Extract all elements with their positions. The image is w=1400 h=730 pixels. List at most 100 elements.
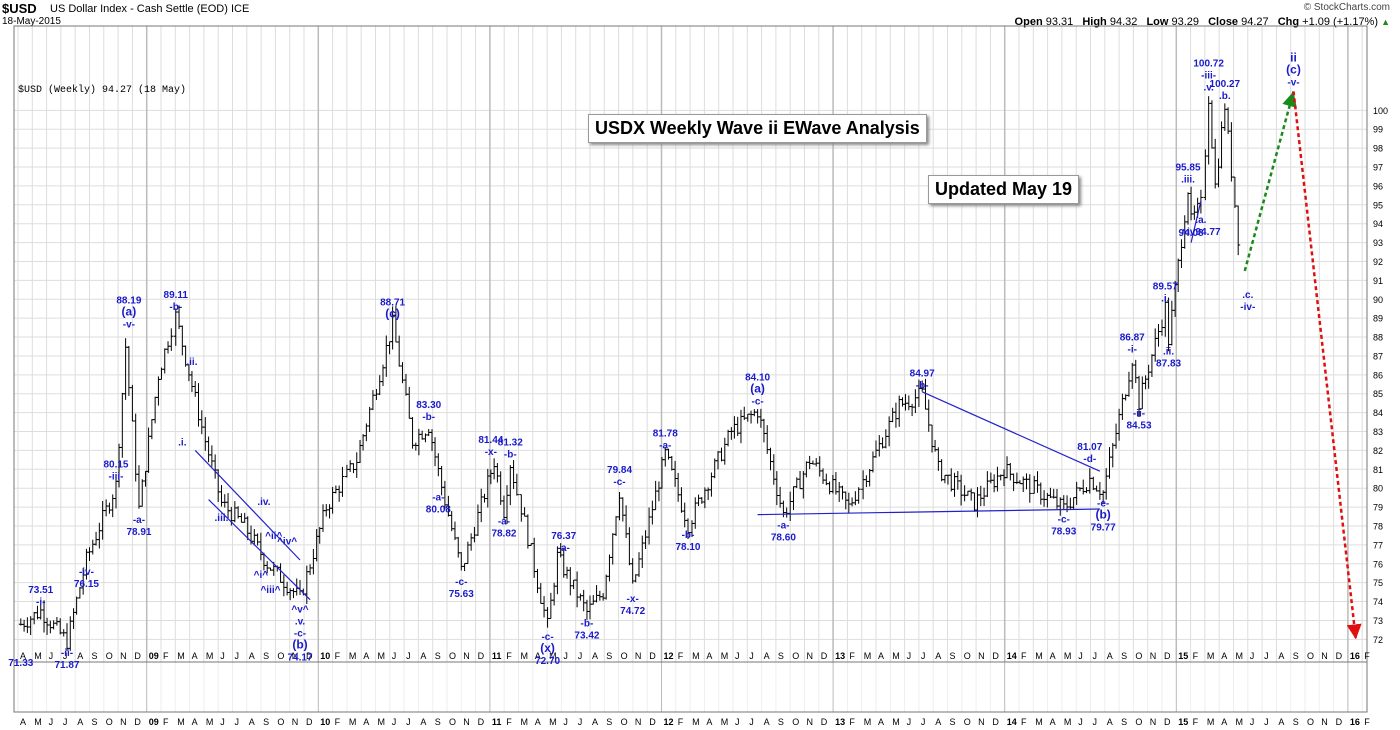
- projection-down-arrow: [1292, 91, 1362, 640]
- wave-label: (c): [1286, 62, 1301, 76]
- wave-label: -a-: [498, 516, 510, 527]
- x-tick-label: A: [878, 717, 884, 727]
- wave-label: -iv-: [1240, 302, 1255, 313]
- wave-label: 78.91: [126, 527, 151, 538]
- x-tick-label: O: [621, 651, 628, 661]
- wave-label: 78.82: [491, 528, 516, 539]
- x-tick-label: O: [792, 651, 799, 661]
- x-tick-label: D: [649, 717, 656, 727]
- x-tick-label: F: [1193, 717, 1199, 727]
- x-tick-label: S: [435, 651, 441, 661]
- x-tick-label: M: [892, 651, 900, 661]
- x-tick-label: O: [1307, 651, 1314, 661]
- wave-label: ^v^: [291, 604, 308, 615]
- wave-label: .i.: [178, 438, 187, 449]
- close-value: 94.27: [1241, 16, 1269, 28]
- x-tick-label: N: [1150, 717, 1157, 727]
- y-tick-label: 93: [1373, 238, 1383, 248]
- wave-label: ^ii^: [265, 531, 282, 542]
- wave-label: -i-: [1128, 344, 1137, 355]
- wave-label: -i-: [36, 597, 45, 608]
- wave-label: -b-: [682, 530, 695, 541]
- x-tick-label: A: [363, 651, 369, 661]
- symbol-label: $USD: [2, 1, 37, 16]
- wave-label: -a-: [777, 521, 789, 532]
- wave-label: 80.15: [103, 459, 128, 470]
- x-tick-label: D: [134, 717, 141, 727]
- x-tick-label: J: [578, 717, 583, 727]
- wave-label: 84.10: [745, 373, 770, 384]
- x-tick-label: D: [306, 651, 313, 661]
- x-tick-label: 12: [664, 717, 674, 727]
- legend-text: $USD (Weekly) 94.27 (18 May): [18, 84, 186, 96]
- x-tick-label: 11: [492, 717, 502, 727]
- wave-label: 76.15: [74, 579, 99, 590]
- wave-label: ^iii^: [260, 585, 280, 596]
- x-tick-label: M: [549, 651, 557, 661]
- wave-label: .i.: [1161, 293, 1170, 304]
- wave-label: 81.78: [653, 429, 678, 440]
- x-tick-label: S: [92, 717, 98, 727]
- wave-label: 95.85: [1176, 163, 1201, 174]
- wave-label: -c-: [294, 628, 306, 639]
- x-tick-label: S: [1293, 651, 1299, 661]
- x-tick-label: N: [120, 717, 127, 727]
- x-tick-label: N: [292, 651, 299, 661]
- x-tick-label: A: [249, 651, 255, 661]
- x-tick-label: J: [735, 717, 740, 727]
- wave-label: 81.44: [478, 435, 503, 446]
- wave-label: 84.53: [1127, 421, 1152, 432]
- x-tick-label: D: [1336, 651, 1343, 661]
- trendlines: [194, 200, 1202, 601]
- x-tick-label: A: [1107, 651, 1113, 661]
- wave-label: -v-: [1287, 77, 1299, 88]
- wave-label: -b-: [916, 380, 929, 391]
- wave-label: -e-: [1097, 499, 1109, 510]
- x-tick-label: M: [549, 717, 557, 727]
- x-tick-label: M: [521, 651, 529, 661]
- x-tick-label: D: [306, 717, 313, 727]
- x-tick-label: N: [463, 651, 470, 661]
- x-tick-label: 16: [1350, 651, 1360, 661]
- wave-label: 72.70: [535, 656, 560, 667]
- x-tick-label: A: [706, 651, 712, 661]
- x-tick-label: J: [749, 717, 754, 727]
- x-tick-label: M: [349, 651, 357, 661]
- x-tick-label: N: [978, 717, 985, 727]
- x-tick-label: F: [849, 717, 855, 727]
- wave-label: -ii-: [61, 648, 73, 659]
- x-tick-label: S: [435, 717, 441, 727]
- wave-label: -v-: [123, 319, 135, 330]
- wave-label: -x-: [627, 594, 639, 605]
- x-tick-label: J: [1250, 717, 1255, 727]
- symbol-description: US Dollar Index - Cash Settle (EOD) ICE: [50, 3, 250, 15]
- wave-label: 80.08: [426, 505, 451, 516]
- wave-label: 100.72: [1193, 59, 1224, 70]
- x-tick-label: M: [1207, 651, 1215, 661]
- y-tick-label: 80: [1373, 484, 1383, 494]
- wave-label: -iv-: [79, 567, 94, 578]
- wave-label: .iii.: [1181, 175, 1195, 186]
- x-tick-label: S: [1293, 717, 1299, 727]
- x-tick-label: O: [1135, 651, 1142, 661]
- x-tick-label: M: [206, 717, 214, 727]
- trendline: [757, 508, 1100, 516]
- wave-label: -d-: [1083, 454, 1096, 465]
- x-tick-label: M: [721, 717, 729, 727]
- x-tick-label: J: [235, 651, 240, 661]
- x-tick-label: N: [635, 651, 642, 661]
- wave-label: 88.71: [380, 298, 405, 309]
- x-tick-label: J: [1093, 651, 1098, 661]
- x-tick-label: 14: [1007, 717, 1017, 727]
- x-tick-label: S: [778, 651, 784, 661]
- x-tick-label: M: [1064, 717, 1072, 727]
- open-value: 93.31: [1045, 16, 1074, 28]
- wave-label: -iii-: [1201, 71, 1216, 82]
- x-tick-label: J: [1078, 717, 1083, 727]
- wave-label: -iii-: [108, 471, 123, 482]
- wave-label: 89.11: [164, 290, 189, 301]
- projection-arrows: [1243, 91, 1362, 640]
- wave-label: -c-: [1058, 514, 1070, 525]
- x-tick-label: 10: [320, 717, 330, 727]
- wave-label: 74.17: [287, 652, 312, 663]
